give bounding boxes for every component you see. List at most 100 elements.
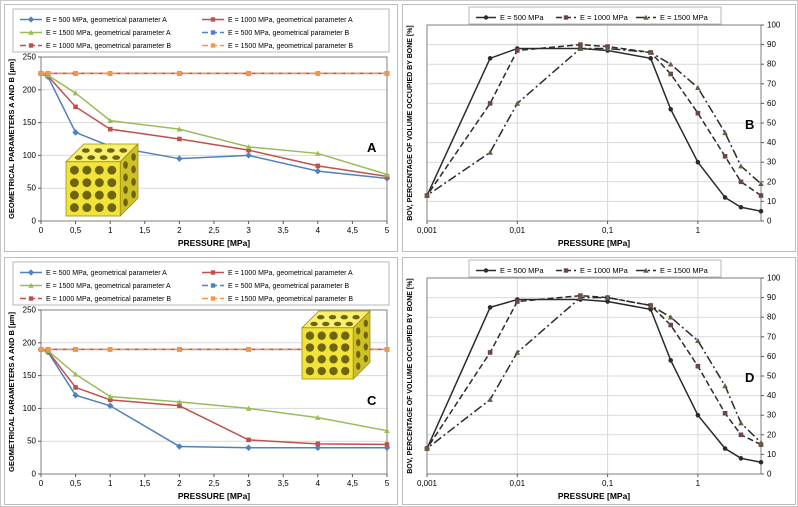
triangle-marker [577,294,584,300]
square-marker [315,163,321,169]
svg-text:60: 60 [767,352,776,361]
legend-label: E = 500 MPa, geometrical parameter B [228,30,350,37]
legend-label: E = 1500 MPa, geometrical parameter A [46,283,171,290]
series-e-1500-mpa [424,294,764,451]
triangle-marker [643,14,649,20]
circle-marker [483,15,489,20]
svg-text:40: 40 [767,138,776,147]
square-marker [210,270,216,275]
triangle-marker [758,180,764,187]
square-marker [210,17,216,22]
square-marker [45,347,51,352]
square-marker [246,71,251,76]
panel-letter-B: B [745,117,754,132]
svg-text:3,5: 3,5 [278,479,290,488]
svg-text:3: 3 [246,226,251,235]
x-axis-label: PRESSURE [MPa] [178,491,250,501]
circle-marker [758,459,764,465]
x-axis-ticks: 0,001 0,01 0,1 1 [417,474,701,488]
y-axis-ticks: 0 50 100 150 200 250 [23,53,41,226]
diamond-marker [176,155,183,162]
svg-text:70: 70 [767,79,776,88]
square-marker [487,101,493,106]
svg-text:0,5: 0,5 [70,226,82,235]
svg-text:0,001: 0,001 [417,226,438,235]
legend-label: E = 1000 MPa, geometrical parameter A [228,17,353,24]
triangle-marker [72,371,79,377]
svg-text:4,5: 4,5 [347,226,359,235]
triangle-marker [176,399,183,405]
square-marker [107,126,113,132]
circle-marker [722,446,728,451]
gridlines [427,278,761,474]
legend: E = 500 MPa, geometrical parameter A E = … [12,8,390,53]
series-e-1500-mpa-geometrical-parameter-a [38,70,390,177]
triangle-marker [424,192,430,198]
scaffold-cube-icon [301,310,371,380]
circle-marker [668,358,674,363]
diamond-marker [245,152,252,159]
y-axis-ticks: 0 10 20 30 40 50 60 70 80 90 100 [761,274,781,479]
square-marker [738,432,744,438]
square-marker [107,71,113,76]
svg-text:0,1: 0,1 [602,479,614,488]
square-marker [578,42,583,47]
panel-B: 0,001 0,01 0,1 1 0 10 20 30 40 50 60 70 80 90 100 PRESS… [402,4,796,252]
circle-marker [668,106,674,112]
legend-label: E = 1500 MPa [660,266,709,275]
triangle-marker [487,396,493,402]
square-marker [722,154,728,159]
svg-text:5: 5 [385,479,390,488]
svg-text:2,5: 2,5 [208,479,220,488]
triangle-marker [424,445,430,451]
triangle-marker [604,45,611,51]
y-axis-label: GEOMETRICAL PARAMETERS A AND B [µm] [7,59,16,219]
square-marker [514,299,520,304]
x-axis-label: PRESSURE [MPa] [558,238,630,248]
x-axis-ticks: 0 0,5 1 1,5 2 2,5 3 3,5 4 4,5 5 [39,221,390,235]
svg-text:0: 0 [39,226,44,235]
svg-text:1: 1 [696,226,701,235]
square-marker [73,104,78,110]
square-marker [668,71,674,77]
svg-text:150: 150 [23,118,37,127]
svg-text:90: 90 [767,40,776,49]
triangle-marker [667,61,674,67]
triangle-marker [647,49,654,55]
panel-D: 0,001 0,01 0,1 1 0 10 20 30 40 50 60 70 80 90 100 PRESS… [402,257,796,505]
circle-marker [738,204,744,210]
square-marker [73,347,78,352]
chart-B-svg: 0,001 0,01 0,1 10102030405060708090100PRESS… [407,6,781,248]
panel-letter-A: A [367,140,377,155]
square-marker [177,71,182,76]
triangle-marker [738,163,744,169]
triangle-marker [176,126,183,132]
circle-marker [722,195,728,200]
triangle-marker [577,45,584,51]
svg-text:0,01: 0,01 [510,226,526,235]
svg-text:20: 20 [767,430,776,439]
triangle-marker [722,383,728,389]
triangle-marker [695,84,701,91]
legend-label: E = 1500 MPa [660,13,709,22]
svg-text:1: 1 [108,479,113,488]
legend-label: E = 1500 MPa, geometrical parameter B [228,296,353,303]
diamond-marker [72,129,79,136]
square-marker [384,347,390,352]
square-marker [246,437,251,443]
diamond-marker [72,392,79,399]
svg-text:1,5: 1,5 [139,226,151,235]
square-marker [45,71,51,76]
triangle-marker [107,117,113,123]
svg-text:2,5: 2,5 [208,226,220,235]
svg-text:50: 50 [767,119,776,128]
legend-label: E = 1000 MPa, geometrical parameter B [46,43,171,50]
triangle-marker [487,149,493,155]
svg-text:3: 3 [246,479,251,488]
legend-label: E = 500 MPa, geometrical parameter A [46,270,167,277]
legend-label: E = 500 MPa [500,266,544,275]
svg-text:1,5: 1,5 [139,479,151,488]
square-marker [384,71,390,76]
svg-text:100: 100 [23,404,37,413]
svg-text:30: 30 [767,158,776,167]
